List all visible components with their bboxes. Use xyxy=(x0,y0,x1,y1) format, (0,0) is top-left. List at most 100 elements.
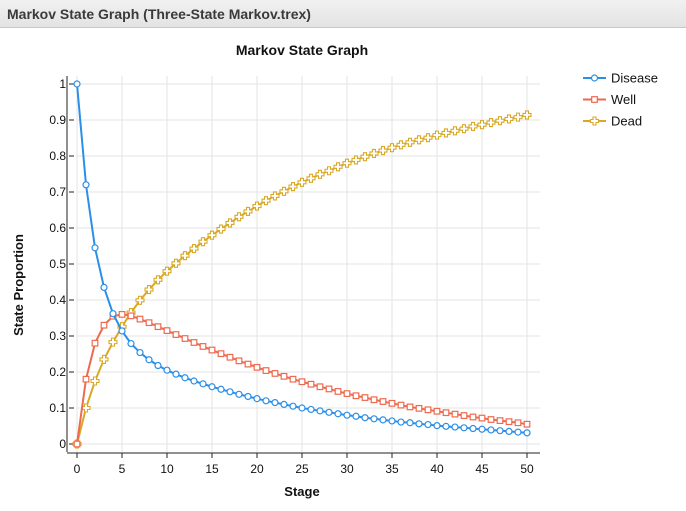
data-point-well xyxy=(199,343,207,350)
data-point-well xyxy=(145,319,153,327)
data-point-well xyxy=(226,353,234,361)
data-point-disease xyxy=(136,348,144,357)
data-point-disease xyxy=(352,412,360,420)
series-dead xyxy=(72,110,532,449)
data-point-well xyxy=(73,440,81,448)
plot-area xyxy=(72,80,532,449)
data-point-well xyxy=(280,372,288,380)
x-tick-label: 30 xyxy=(340,462,354,476)
y-tick-label: 0.7 xyxy=(49,185,66,199)
data-point-disease xyxy=(460,424,468,432)
data-point-dead xyxy=(189,243,199,254)
data-point-disease xyxy=(217,385,225,393)
data-point-dead xyxy=(252,201,262,211)
data-point-well xyxy=(271,370,279,377)
data-point-dead xyxy=(450,126,460,136)
data-point-well xyxy=(190,339,198,346)
data-point-disease xyxy=(298,404,306,412)
data-point-dead xyxy=(306,173,316,183)
series-well xyxy=(73,311,531,448)
legend-swatch-marker xyxy=(589,116,600,126)
data-point-dead xyxy=(396,140,406,150)
data-point-disease xyxy=(289,402,297,410)
data-point-well xyxy=(172,331,180,338)
data-point-disease xyxy=(271,399,279,407)
data-point-disease xyxy=(145,356,153,364)
data-point-dead xyxy=(261,196,271,206)
data-point-dead xyxy=(468,121,478,132)
data-point-disease xyxy=(379,416,387,424)
x-tick-label: 20 xyxy=(250,462,264,476)
data-point-well xyxy=(289,375,297,383)
window-title: Markov State Graph (Three-State Markov.t… xyxy=(7,6,311,22)
data-point-disease xyxy=(181,374,189,382)
data-point-dead xyxy=(360,152,370,162)
legend-label: Well xyxy=(611,92,636,107)
data-point-dead xyxy=(459,124,469,134)
x-tick-label: 40 xyxy=(430,462,444,476)
data-point-dead xyxy=(225,218,235,228)
data-point-dead xyxy=(216,224,226,234)
data-point-well xyxy=(379,398,387,405)
data-point-dead xyxy=(495,116,505,126)
data-point-well xyxy=(82,375,90,383)
data-point-disease xyxy=(226,388,234,396)
legend-item-well: Well xyxy=(583,92,636,107)
data-point-disease xyxy=(235,390,243,398)
data-point-well xyxy=(442,409,450,417)
data-point-disease xyxy=(208,383,216,391)
x-tick-label: 15 xyxy=(205,462,219,476)
x-tick-label: 35 xyxy=(385,462,399,476)
y-tick-label: 0.8 xyxy=(49,149,66,163)
data-point-well xyxy=(433,407,441,415)
data-point-well xyxy=(496,417,504,424)
legend-swatch-marker xyxy=(590,74,599,82)
data-point-well xyxy=(370,396,378,404)
data-point-dead xyxy=(324,166,334,176)
legend-swatch-marker xyxy=(591,96,598,103)
data-point-dead xyxy=(513,112,523,122)
data-point-disease xyxy=(478,425,486,433)
data-point-well xyxy=(352,392,360,400)
data-point-disease xyxy=(73,80,81,88)
data-point-disease xyxy=(334,410,342,418)
legend-item-dead: Dead xyxy=(583,114,642,129)
x-tick-label: 50 xyxy=(520,462,534,476)
data-point-disease xyxy=(199,380,207,388)
data-point-dead xyxy=(522,110,532,120)
data-point-well xyxy=(469,413,477,421)
data-point-dead xyxy=(243,206,253,216)
data-point-well xyxy=(487,416,495,423)
data-point-dead xyxy=(198,237,208,247)
data-point-disease xyxy=(190,377,198,385)
data-point-well xyxy=(451,410,459,418)
data-point-well xyxy=(91,339,99,347)
data-point-dead xyxy=(279,186,289,196)
data-point-disease xyxy=(109,310,117,318)
data-point-disease xyxy=(397,418,405,426)
data-point-disease xyxy=(172,370,180,378)
data-point-disease xyxy=(154,361,162,370)
data-point-well xyxy=(181,335,189,342)
data-point-disease xyxy=(91,244,99,252)
y-tick-label: 0.4 xyxy=(49,293,66,307)
data-point-dead xyxy=(369,148,379,159)
data-point-dead xyxy=(432,130,442,140)
data-point-well xyxy=(217,350,225,358)
data-point-disease xyxy=(316,407,324,415)
data-point-well xyxy=(100,321,108,329)
markov-state-chart: Markov State Graph 0 0.1 0.2 0.3 0.4 0.5 0.6 0.… xyxy=(11,42,658,499)
data-point-well xyxy=(460,412,468,419)
data-point-dead xyxy=(207,230,217,240)
data-point-disease xyxy=(487,426,495,434)
data-point-disease xyxy=(505,427,513,435)
data-point-dead xyxy=(405,137,415,147)
y-tick-label: 1 xyxy=(59,77,66,91)
y-tick-label: 0.3 xyxy=(49,329,66,343)
data-point-dead xyxy=(333,162,343,172)
chart-title: Markov State Graph xyxy=(236,42,368,58)
data-point-well xyxy=(397,401,405,409)
data-point-disease xyxy=(388,417,396,425)
data-point-disease xyxy=(514,428,522,436)
x-tick-label: 0 xyxy=(74,462,81,476)
